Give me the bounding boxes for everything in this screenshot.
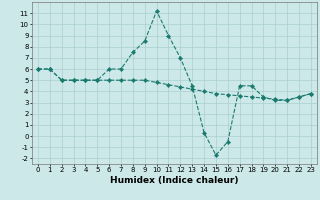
X-axis label: Humidex (Indice chaleur): Humidex (Indice chaleur)	[110, 176, 239, 185]
